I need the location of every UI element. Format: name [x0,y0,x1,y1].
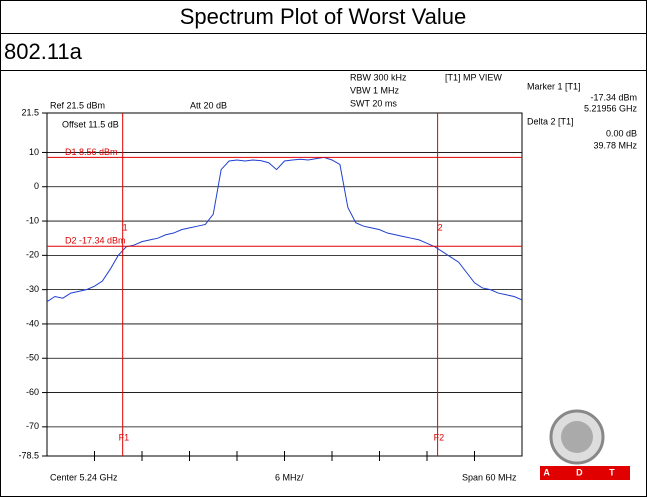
att: Att 20 dB [190,100,227,110]
adt-text: A D T [543,467,626,477]
y-tick-label: 10 [29,147,39,157]
delta-title: Delta 2 [T1] [527,116,574,126]
span: Span 60 MHz [462,472,517,482]
view: [T1] MP VIEW [445,72,502,82]
offset: Offset 11.5 dB [62,119,119,129]
y-tick-label: -78.5 [18,450,39,460]
delta-level: 0.00 dB [606,128,637,138]
bv-logo [549,409,605,465]
y-tick-label: -70 [26,421,39,431]
y-tick-label: -10 [26,215,39,225]
marker-label: 2 [438,222,443,232]
logo-inner [561,421,593,453]
center: Center 5.24 GHz [50,472,118,482]
y-tick-label: 21.5 [21,107,39,117]
swt: SWT 20 ms [350,98,397,108]
y-tick-label: -40 [26,318,39,328]
subtitle: 802.11a [4,39,83,64]
y-tick-label: 0 [34,181,39,191]
y-tick-label: -50 [26,353,39,363]
adt-box [540,466,630,480]
ref: Ref 21.5 dBm [50,100,105,110]
frequency-line-label: F2 [434,432,445,442]
y-tick-label: -20 [26,250,39,260]
display-line-label: D2 -17.34 dBm [65,236,126,246]
title: Spectrum Plot of Worst Value [180,4,467,29]
y-tick-label: -60 [26,387,39,397]
marker-freq: 5.21956 GHz [584,103,638,113]
vbw: VBW 1 MHz [350,85,400,95]
delta-freq: 39.78 MHz [593,140,637,150]
marker-level: -17.34 dBm [590,92,637,102]
rbw: RBW 300 kHz [350,72,407,82]
marker-title: Marker 1 [T1] [527,81,581,91]
div: 6 MHz/ [275,472,304,482]
trace [46,156,523,303]
frequency-line-label: F1 [119,432,130,442]
display-line-label: D1 8.56 dBm [65,147,118,157]
y-tick-label: -30 [26,284,39,294]
plot-frame [46,112,523,457]
marker-label: 1 [123,222,128,232]
